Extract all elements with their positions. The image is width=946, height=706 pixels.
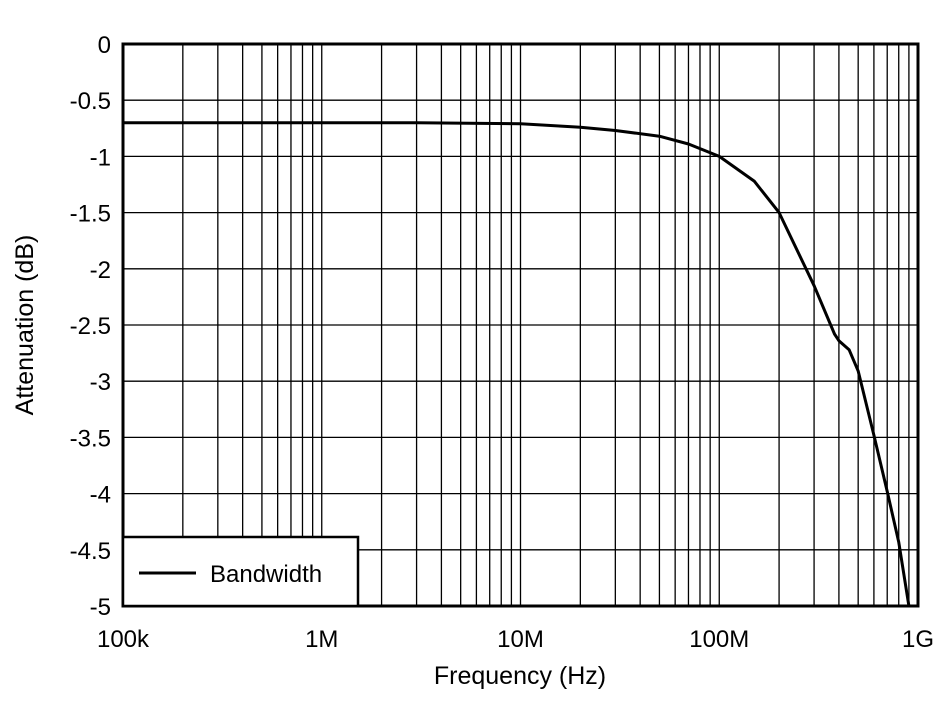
y-tick-label: -4.5	[70, 538, 111, 565]
y-tick-label: -3	[90, 369, 111, 396]
legend-box	[121, 535, 360, 608]
legend-label: Bandwidth	[210, 561, 322, 588]
y-tick-label: -2.5	[70, 313, 111, 340]
y-tick-label: -2	[90, 257, 111, 284]
x-axis-label: Frequency (Hz)	[434, 662, 606, 690]
grid	[122, 43, 918, 607]
y-tick-label: -3.5	[70, 425, 111, 452]
y-tick-label: -1.5	[70, 201, 111, 228]
x-tick-label: 100M	[689, 626, 749, 653]
y-tick-label: 0	[98, 32, 111, 59]
y-axis-label: Attenuation (dB)	[11, 235, 39, 416]
x-tick-label: 100k	[97, 626, 150, 653]
x-tick-label: 1M	[305, 626, 338, 653]
y-tick-labels: 0 -0.5 -1 -1.5 -2 -2.5 -3 -3.5 -4 -4.5 -5	[70, 32, 111, 621]
y-tick-label: -0.5	[70, 88, 111, 115]
y-tick-label: -5	[90, 594, 111, 621]
y-tick-label: -4	[90, 482, 111, 509]
x-tick-label: 1G	[902, 626, 934, 653]
y-tick-label: -1	[90, 144, 111, 171]
plot-frame	[121, 42, 920, 608]
x-tick-labels: 100k 1M 10M 100M 1G	[97, 626, 934, 653]
series-line-bandwidth	[123, 121, 911, 607]
legend: Bandwidth	[121, 535, 360, 608]
x-tick-label: 10M	[497, 626, 544, 653]
series-layer	[123, 121, 911, 607]
